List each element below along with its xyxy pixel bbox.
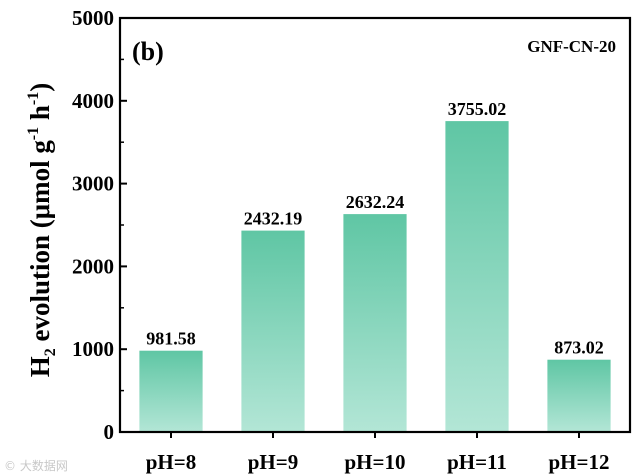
x-tick-label: pH=10 xyxy=(345,450,406,474)
bar-value-label: 873.02 xyxy=(554,338,604,358)
bar-pH=10 xyxy=(343,214,407,432)
bar-pH=11 xyxy=(445,121,509,432)
plot-frame xyxy=(118,16,632,434)
bar-value-label: 2632.24 xyxy=(346,192,405,212)
bar-pH=9 xyxy=(241,230,305,432)
y-tick-label: 3000 xyxy=(72,172,114,196)
watermark: © 大数据网 xyxy=(4,458,68,473)
y-label-sub: 2 xyxy=(42,348,59,356)
axes-layer: pH=8 pH=9 pH=10 pH=11 pH=12 0 1000 2000 3000 4000… xyxy=(72,6,632,474)
bars-layer: 981.58 2432.19 2632.24 3755.02 873.02 xyxy=(139,99,611,432)
y-label-suffix: ) xyxy=(25,83,55,92)
bar-value-label: 3755.02 xyxy=(448,99,507,119)
y-label-between: h xyxy=(25,105,55,127)
x-tick-label: pH=8 xyxy=(146,450,196,474)
y-axis-label: H2 evolution (μmol g-1 h-1) xyxy=(25,83,59,378)
panel-label: (b) xyxy=(132,37,164,66)
bar-pH=12 xyxy=(547,359,611,432)
y-tick-label: 5000 xyxy=(72,6,114,30)
bar-value-label: 981.58 xyxy=(146,329,196,349)
y-label-sup2: -1 xyxy=(25,92,42,105)
y-tick-label: 2000 xyxy=(72,254,114,278)
y-tick-label: 4000 xyxy=(72,89,114,113)
x-tick-label: pH=9 xyxy=(248,450,298,474)
sample-label: GNF-CN-20 xyxy=(527,37,616,56)
bar-value-label: 2432.19 xyxy=(244,209,303,229)
x-tick-label: pH=11 xyxy=(447,450,507,474)
y-label-sup1: -1 xyxy=(25,127,42,140)
bar-pH=8 xyxy=(139,350,203,432)
x-tick-label: pH=12 xyxy=(549,450,610,474)
y-tick-label: 1000 xyxy=(72,337,114,361)
y-label-prefix: H xyxy=(25,356,55,377)
y-tick-label: 0 xyxy=(104,420,115,444)
y-label-middle: evolution (μmol g xyxy=(25,140,55,349)
